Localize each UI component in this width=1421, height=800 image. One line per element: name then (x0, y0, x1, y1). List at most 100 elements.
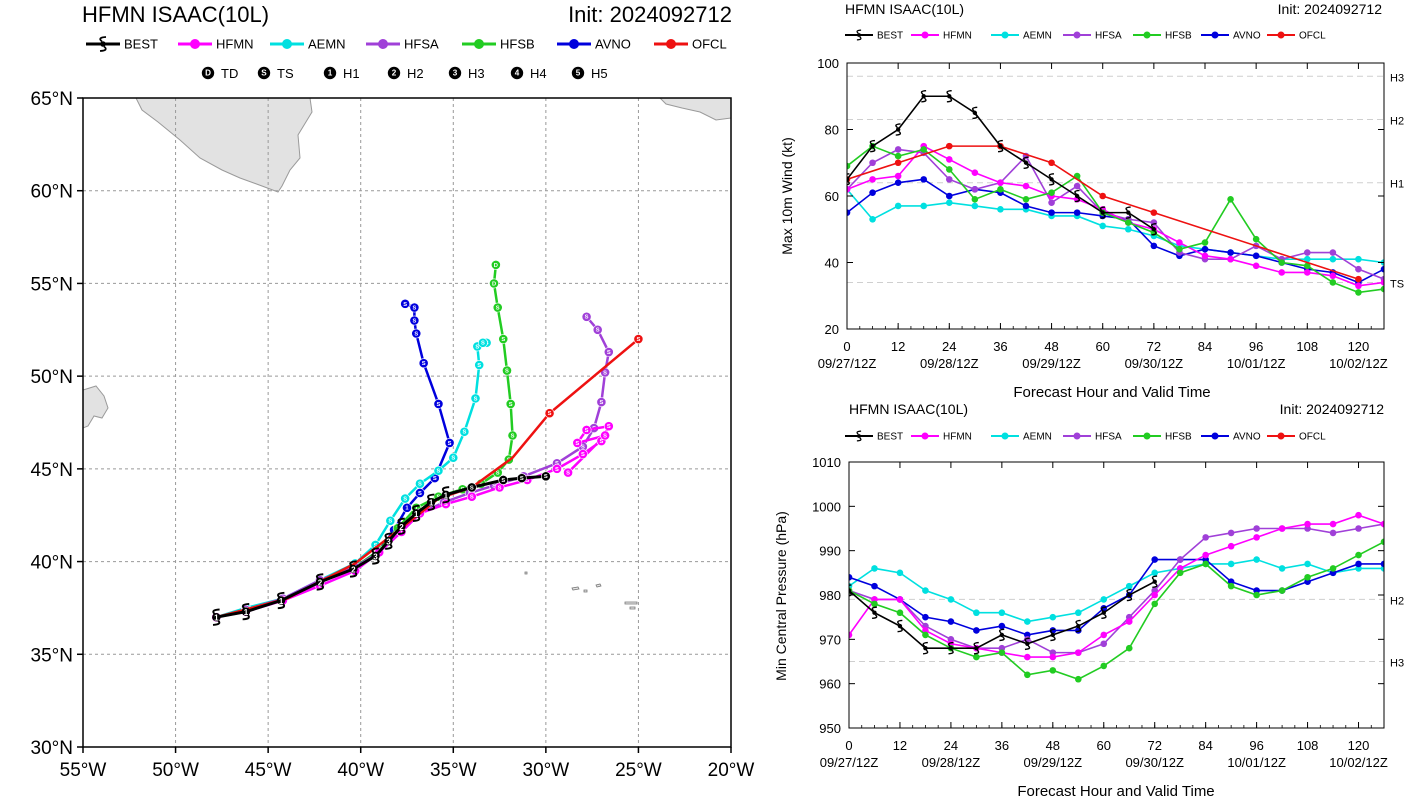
pressure-threshold-lines (849, 598, 1384, 662)
series-point-avno (1380, 265, 1384, 273)
series-line-aemn (849, 558, 1384, 623)
series-point-aemn (1151, 569, 1159, 577)
track-point-aemn: S (448, 452, 459, 463)
legend-item-hfsa: HFSA (1063, 432, 1122, 443)
series-point-hfsb (1024, 671, 1031, 679)
svg-text:S: S (585, 428, 589, 434)
series-point-aemn (945, 199, 953, 206)
best-track-symbol: 1 (214, 614, 219, 623)
x-tick-label: 72 (1147, 738, 1161, 753)
series-point-hfsb (973, 653, 980, 661)
track-point-aemn: S (433, 465, 444, 476)
series-point-avno (1151, 556, 1159, 563)
x-tick-label: 96 (1249, 738, 1263, 753)
series-point-hfmn (847, 186, 851, 193)
track-point-avno: 1 (402, 502, 412, 513)
series-point-hfmn (1278, 525, 1286, 532)
svg-text:S: S (403, 496, 407, 502)
series-point-aemn (922, 587, 929, 594)
series-line-ofcl (847, 145, 1359, 280)
intensity-legend-ts: S TS (257, 66, 294, 81)
legend-label: HFSB (500, 37, 535, 52)
legend-item-best: BEST (845, 29, 903, 42)
series-line-hfmn (849, 514, 1384, 658)
intensity-label: H1 (343, 66, 360, 81)
series-point-hfsa (1303, 249, 1311, 256)
legend-item-aemn: AEMN (991, 31, 1052, 42)
series-point-aemn (973, 609, 980, 617)
series-line-hfmn (847, 145, 1384, 287)
threshold-label: H1 (1390, 179, 1404, 191)
series-point-hfmn (894, 172, 902, 180)
map-tick-labels: 55°W 50°W 45°W 40°W 35°W 30°W 25°W 20°W 30°N 35°N… (31, 89, 755, 781)
series-point-hfmn (1201, 252, 1209, 260)
threshold-label: H3 (1390, 658, 1404, 670)
legend-label: HFSB (1165, 31, 1192, 42)
svg-text:S: S (603, 433, 607, 439)
series-point-hfsa (1329, 529, 1337, 537)
series-point-hfsb (998, 649, 1006, 656)
svg-text:S: S (599, 400, 603, 406)
series-point-best (920, 89, 927, 103)
legend-label: AEMN (308, 37, 346, 52)
track-point-hfmn: S (581, 425, 592, 435)
series-best (847, 89, 1157, 236)
series-point-best (1049, 628, 1056, 642)
series-point-hfsa (894, 146, 902, 153)
series-point-aemn (920, 202, 928, 210)
svg-text:S: S (481, 341, 485, 347)
svg-text:S: S (433, 476, 437, 482)
series-line-hfsb (847, 145, 1384, 294)
series-point-avno (922, 613, 929, 621)
svg-text:S: S (607, 350, 611, 356)
series-point-best (971, 106, 978, 120)
series-point-hfmn (1253, 534, 1260, 541)
svg-text:S: S (412, 305, 416, 311)
series-point-hfmn (1355, 511, 1362, 519)
svg-text:S: S (603, 370, 607, 376)
series-point-ofcl (1048, 159, 1055, 167)
date-label: 09/30/12Z (1125, 755, 1184, 770)
track-point-aemn: S (470, 393, 481, 404)
svg-text:S: S (448, 441, 452, 447)
wind-panel: HFMN ISAAC(10L) Init: 2024092712 BEST HFM… (779, 1, 1404, 401)
map-lon-tick: 25°W (615, 760, 662, 781)
series-point-best (1150, 222, 1157, 236)
series-point-aemn (1227, 560, 1235, 568)
wind-series (847, 89, 1384, 296)
x-tick-label: 96 (1249, 339, 1263, 354)
map-gridlines (83, 98, 731, 747)
map-lat-tick: 30°N (31, 738, 73, 759)
track-point-avno: S (400, 298, 411, 309)
wind-init-label: Init: 2024092712 (1278, 1, 1383, 17)
date-label: 10/02/12Z (1329, 755, 1388, 770)
series-point-best (1099, 206, 1106, 219)
y-tick-label: 40 (825, 256, 839, 271)
series-ofcl (847, 142, 1362, 283)
svg-text:S: S (374, 543, 378, 549)
svg-text:S: S (596, 328, 600, 334)
y-tick-label: 60 (825, 189, 839, 204)
pressure-panel: HFMN ISAAC(10L) Init: 2024092712 BEST HFM… (773, 401, 1404, 800)
y-tick-label: 1000 (812, 499, 841, 514)
y-tick-label: 20 (825, 322, 839, 337)
series-point-hfsb (1278, 259, 1286, 266)
x-tick-label: 120 (1348, 738, 1370, 753)
legend-item-best: BEST (86, 36, 158, 52)
map-lon-tick: 20°W (708, 760, 755, 781)
y-tick-label: 960 (819, 677, 841, 692)
legend-label: HFSA (404, 37, 439, 52)
track-point-aemn: S (474, 360, 485, 370)
map-lon-tick: 50°W (152, 760, 199, 781)
series-point-aemn (997, 206, 1004, 213)
legend-item-hfsa: HFSA (366, 37, 439, 52)
intensity-legend-h4: 4 H4 (510, 66, 547, 81)
svg-text:S: S (511, 433, 515, 439)
series-point-aemn (947, 596, 955, 603)
track-point-hfmn: S (577, 449, 588, 459)
series-point-aemn (871, 565, 878, 572)
svg-text:S: S (575, 441, 579, 447)
wind-y-axis-label: Max 10m Wind (kt) (779, 137, 795, 254)
y-tick-label: 80 (825, 123, 839, 138)
series-point-ofcl (945, 142, 953, 150)
